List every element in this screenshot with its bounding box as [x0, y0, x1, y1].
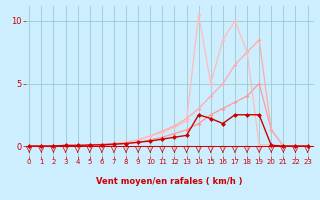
X-axis label: Vent moyen/en rafales ( km/h ): Vent moyen/en rafales ( km/h )	[96, 177, 243, 186]
